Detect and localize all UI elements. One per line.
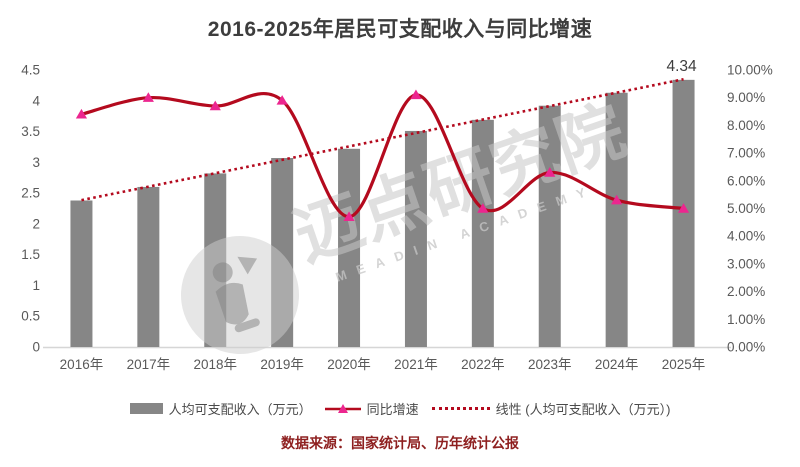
left-axis-tick: 1 xyxy=(32,278,40,293)
left-axis-tick: 1.5 xyxy=(21,247,40,262)
bar-2022年 xyxy=(471,119,494,347)
growth-marker-2021年 xyxy=(410,89,422,100)
x-axis-label: 2022年 xyxy=(461,357,505,372)
legend-item-trend: 线性 (人均可支配收入（万元）) xyxy=(431,399,671,418)
left-axis-tick: 2 xyxy=(32,216,40,231)
chart-title: 2016-2025年居民可支配收入与同比增速 xyxy=(207,18,593,41)
x-axis-label: 2017年 xyxy=(127,357,171,372)
x-axis-label: 2025年 xyxy=(662,357,706,372)
bar-2016年 xyxy=(70,200,93,347)
line-marker-swatch-icon xyxy=(324,403,361,413)
growth-marker-2018年 xyxy=(209,100,221,111)
x-axis-label: 2021年 xyxy=(394,357,438,372)
left-axis-tick: 0 xyxy=(32,340,40,355)
legend-label-growth: 同比增速 xyxy=(366,402,419,417)
x-axis-label: 2020年 xyxy=(327,357,371,372)
bar-swatch-icon xyxy=(129,403,163,414)
right-axis-tick: 7.00% xyxy=(727,146,765,161)
growth-marker-2020年 xyxy=(343,211,355,222)
x-axis-label: 2016年 xyxy=(60,357,104,372)
right-axis-tick: 5.00% xyxy=(727,201,765,216)
growth-marker-2017年 xyxy=(142,92,154,102)
growth-marker-2024年 xyxy=(611,194,623,205)
bar-2025年 xyxy=(672,79,695,348)
right-axis-tick: 8.00% xyxy=(727,118,765,133)
x-axis-label: 2023年 xyxy=(528,357,572,372)
bar-2024年 xyxy=(605,92,628,347)
dotted-line-swatch-icon xyxy=(431,407,490,410)
growth-marker-2025年 xyxy=(677,203,690,213)
left-axis-tick: 4 xyxy=(32,93,40,108)
left-axis-tick: 3 xyxy=(32,155,40,170)
chart-series-layer: 4.34 xyxy=(75,58,697,222)
bar-2021年 xyxy=(404,130,427,347)
right-axis-tick: 1.00% xyxy=(727,312,765,327)
bar-2023年 xyxy=(538,105,561,347)
growth-line xyxy=(79,92,686,219)
growth-marker-2016年 xyxy=(75,108,88,119)
left-axis-tick: 0.5 xyxy=(21,309,40,324)
bar-2017年 xyxy=(137,186,160,347)
legend-item-growth: 同比增速 xyxy=(324,399,419,418)
trend-line xyxy=(81,77,684,202)
legend-label-trend: 线性 (人均可支配收入（万元）) xyxy=(495,402,671,417)
legend: 人均可支配收入（万元） 同比增速 线性 (人均可支配收入（万元）) xyxy=(0,399,800,418)
legend-item-income: 人均可支配收入（万元） xyxy=(129,399,312,418)
bar-value-label: 4.34 xyxy=(666,58,697,75)
growth-marker-2022年 xyxy=(477,203,489,213)
growth-marker-2023年 xyxy=(544,167,556,177)
legend-label-income: 人均可支配收入（万元） xyxy=(168,402,312,417)
x-axis-label: 2024年 xyxy=(595,357,639,372)
left-axis-tick: 2.5 xyxy=(21,186,40,201)
chart-base-layer: 0 0.5 1 1.5 2 2.5 3 3.5 4 4.5 0.00% 1.00% 2.00% 3.00%… xyxy=(21,63,773,373)
right-axis-tick: 9.00% xyxy=(727,90,765,105)
right-axis-tick: 3.00% xyxy=(727,256,765,271)
bar-2020年 xyxy=(338,148,361,347)
right-axis-tick: 4.00% xyxy=(727,229,765,244)
right-axis-tick: 2.00% xyxy=(727,284,765,299)
right-axis-tick: 10.00% xyxy=(727,63,773,78)
growth-marker-2019年 xyxy=(276,95,288,105)
right-axis-tick: 0.00% xyxy=(727,340,765,355)
right-axis-tick: 6.00% xyxy=(727,173,765,188)
left-axis-tick: 4.5 xyxy=(21,63,40,78)
left-axis-tick: 3.5 xyxy=(21,124,40,139)
data-source-note: 数据来源：国家统计局、历年统计公报 xyxy=(281,435,519,451)
